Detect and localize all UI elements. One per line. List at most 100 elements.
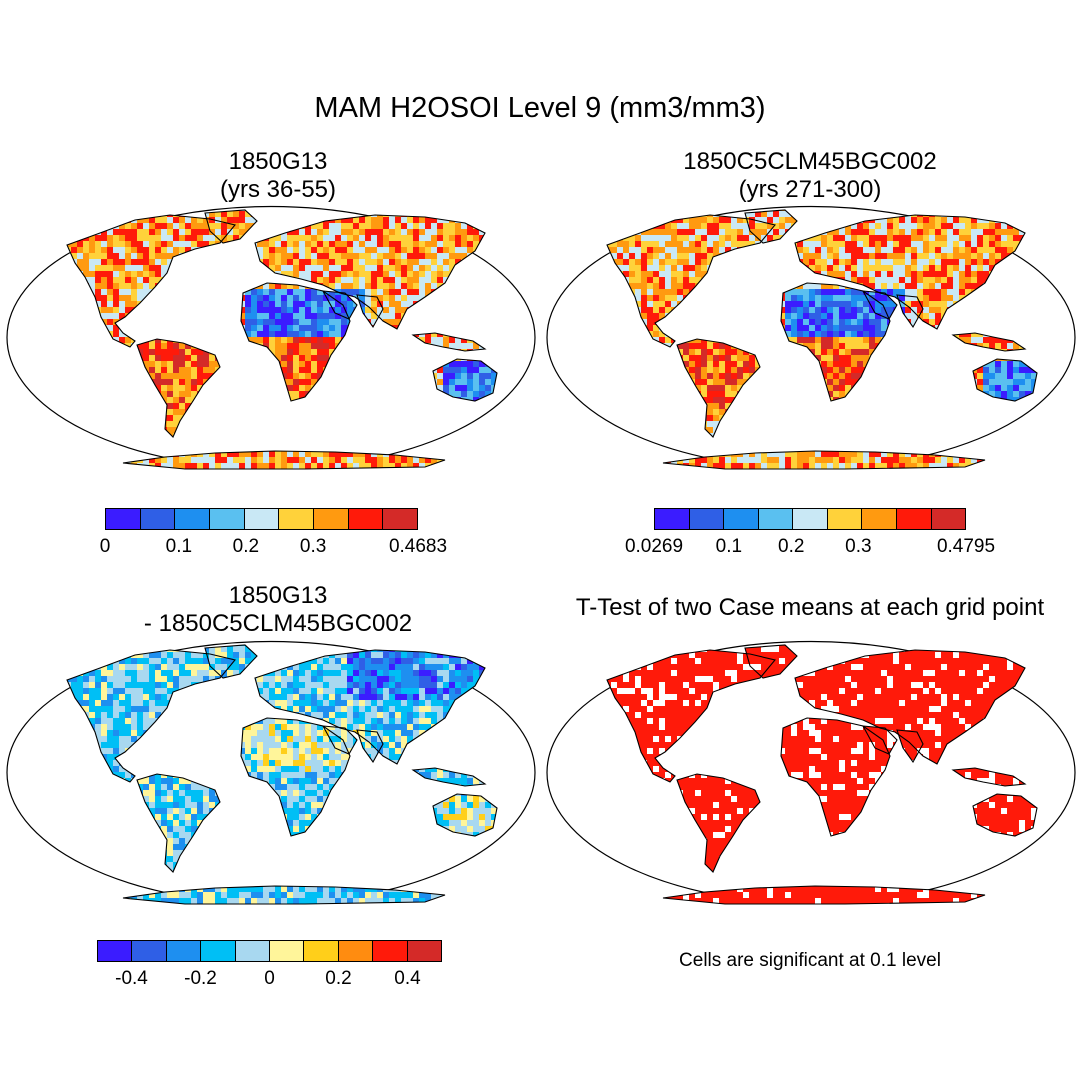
colorbar-case2-swatch bbox=[724, 509, 759, 529]
colorbar-case2-tick-label: 0.0269 bbox=[624, 536, 684, 557]
panel-title-case1-line2: (yrs 36-55) bbox=[219, 176, 337, 203]
coastline-samerica bbox=[676, 338, 761, 438]
coastline-namerica bbox=[66, 214, 236, 348]
colorbar-case1 bbox=[105, 508, 418, 530]
coastline-greenland bbox=[744, 644, 798, 679]
colorbar-case1-swatch bbox=[348, 509, 384, 529]
colorbar-case2-swatch bbox=[793, 509, 828, 529]
map-panel-case1 bbox=[6, 205, 536, 470]
coastline-australia bbox=[432, 793, 498, 837]
colorbar-diff-swatch bbox=[98, 941, 133, 961]
coastline-antarctica bbox=[662, 885, 986, 905]
coastline-australia bbox=[432, 358, 498, 402]
coastline-eurasia bbox=[254, 214, 486, 330]
panel-title-case2-line2: (yrs 271-300) bbox=[738, 176, 882, 203]
colorbar-case2-tick-label: 0.1 bbox=[715, 536, 743, 557]
coastline-eurasia bbox=[794, 214, 1026, 330]
panel-title-case2: 1850C5CLM45BGC002 (yrs 271-300) bbox=[610, 148, 1010, 204]
colorbar-case2-tick-label: 0.4795 bbox=[936, 536, 996, 557]
coastline-india bbox=[356, 294, 384, 329]
coastline-greenland bbox=[744, 209, 798, 244]
colorbar-case2-swatch bbox=[931, 509, 966, 529]
colorbar-case2-swatch bbox=[827, 509, 863, 529]
colorbar-case2-swatch bbox=[758, 509, 794, 529]
colorbar-diff bbox=[97, 940, 442, 962]
coastline-australia bbox=[972, 793, 1038, 837]
coastline-indonesia bbox=[951, 332, 1027, 352]
coastline-namerica bbox=[66, 649, 236, 783]
panel-title-ttest: T-Test of two Case means at each grid po… bbox=[540, 594, 1080, 622]
coastline-africa bbox=[240, 282, 351, 402]
colorbar-diff-swatch bbox=[235, 941, 271, 961]
colorbar-case2-swatch bbox=[862, 509, 897, 529]
coastline-antarctica bbox=[122, 450, 446, 470]
colorbar-case1-swatch bbox=[383, 509, 418, 529]
panel-title-diff: 1850G13 - 1850C5CLM45BGC002 bbox=[118, 582, 438, 638]
map-panel-ttest bbox=[546, 640, 1076, 905]
coastline-arabia bbox=[862, 290, 898, 320]
colorbar-case1-tick-label: 0.3 bbox=[299, 536, 327, 557]
colorbar-diff-tick-label: 0.2 bbox=[325, 968, 352, 989]
colorbar-diff-tick-label: 0 bbox=[264, 968, 275, 989]
coastline-arabia bbox=[862, 725, 898, 755]
colorbar-diff-swatch bbox=[166, 941, 202, 961]
colorbar-case1-tick-label: 0 bbox=[99, 536, 111, 557]
colorbar-case1-labels: 0 0.1 0.2 0.3 0.4683 bbox=[100, 536, 447, 560]
colorbar-case1-swatch bbox=[175, 509, 211, 529]
colorbar-case1-swatch bbox=[244, 509, 280, 529]
coastline-india bbox=[356, 729, 384, 764]
coastline-africa bbox=[780, 717, 891, 837]
colorbar-case1-swatch bbox=[210, 509, 245, 529]
colorbar-case2-swatch bbox=[896, 509, 932, 529]
coastline-antarctica bbox=[662, 450, 986, 470]
coastline-indonesia bbox=[411, 767, 487, 787]
colorbar-diff-tick-label: -0.2 bbox=[184, 968, 217, 989]
colorbar-diff-swatch bbox=[338, 941, 374, 961]
panel-title-diff-line1: 1850G13 bbox=[228, 582, 328, 609]
map-panel-case2 bbox=[546, 205, 1076, 470]
coastline-namerica bbox=[606, 214, 776, 348]
colorbar-diff-swatch bbox=[373, 941, 408, 961]
coastline-greenland bbox=[204, 209, 258, 244]
colorbar-diff-swatch bbox=[304, 941, 339, 961]
colorbar-case2-labels: 0.0269 0.1 0.2 0.3 0.4795 bbox=[625, 536, 995, 560]
colorbar-case1-tick-label: 0.4683 bbox=[388, 536, 448, 557]
colorbar-case2-tick-label: 0.2 bbox=[778, 536, 805, 557]
panel-title-ttest-line1: T-Test of two Case means at each grid po… bbox=[575, 594, 1045, 621]
coastline-eurasia bbox=[254, 649, 486, 765]
coastline-africa bbox=[240, 717, 351, 837]
colorbar-case2-swatch bbox=[655, 509, 690, 529]
panel-title-case1: 1850G13 (yrs 36-55) bbox=[128, 148, 428, 204]
coastline-samerica bbox=[676, 773, 761, 873]
colorbar-case1-swatch bbox=[279, 509, 315, 529]
colorbar-case2 bbox=[654, 508, 966, 530]
colorbar-case2-tick-label: 0.3 bbox=[845, 536, 872, 557]
colorbar-case1-swatch bbox=[106, 509, 141, 529]
panel-title-diff-line2: - 1850C5CLM45BGC002 bbox=[143, 610, 413, 637]
colorbar-diff-swatch bbox=[201, 941, 236, 961]
coastline-arabia bbox=[322, 725, 358, 755]
colorbar-diff-tick-label: 0.4 bbox=[394, 968, 421, 989]
panel-title-case1-line1: 1850G13 bbox=[228, 148, 328, 175]
colorbar-case1-swatch bbox=[314, 509, 349, 529]
colorbar-diff-labels: -0.4 -0.2 0 0.2 0.4 bbox=[97, 968, 442, 992]
coastline-greenland bbox=[204, 644, 258, 679]
colorbar-case2-swatch bbox=[689, 509, 725, 529]
ttest-note: Cells are significant at 0.1 level bbox=[679, 950, 941, 971]
coastline-africa bbox=[780, 282, 891, 402]
coastline-indonesia bbox=[951, 767, 1027, 787]
coastline-india bbox=[896, 729, 924, 764]
coastline-samerica bbox=[136, 338, 221, 438]
colorbar-diff-swatch bbox=[270, 941, 305, 961]
coastline-namerica bbox=[606, 649, 776, 783]
colorbar-diff-swatch bbox=[132, 941, 167, 961]
coastline-antarctica bbox=[122, 885, 446, 905]
colorbar-case1-swatch bbox=[140, 509, 176, 529]
coastline-india bbox=[896, 294, 924, 329]
map-panel-diff bbox=[6, 640, 536, 905]
coastline-indonesia bbox=[411, 332, 487, 352]
coastline-arabia bbox=[322, 290, 358, 320]
colorbar-diff-swatch bbox=[407, 941, 442, 961]
figure-title: MAM H2OSOI Level 9 (mm3/mm3) bbox=[314, 92, 766, 124]
coastline-samerica bbox=[136, 773, 221, 873]
